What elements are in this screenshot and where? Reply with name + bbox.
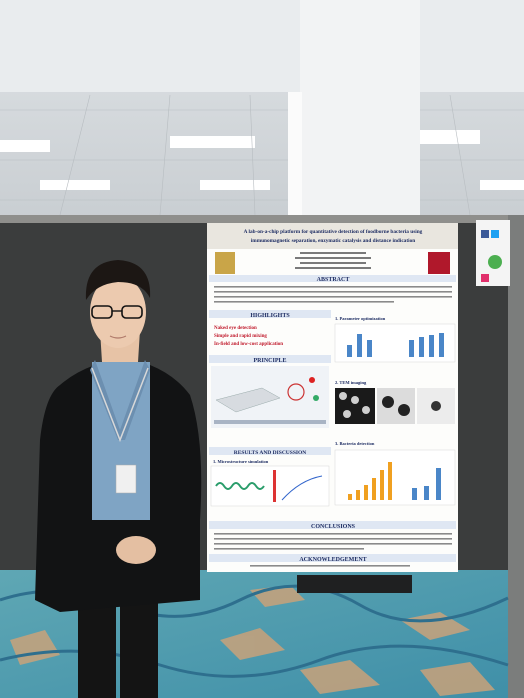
section-heading: ABSTRACT — [317, 277, 350, 283]
poster-title: A lab-on-a-chip platform for quantitativ… — [244, 229, 423, 235]
author-lines — [295, 252, 371, 269]
section-heading: PRINCIPLE — [253, 358, 286, 364]
flyer-icons — [481, 230, 502, 282]
section-bar — [209, 447, 331, 455]
section-bar — [209, 521, 456, 529]
ceiling-beam — [0, 0, 524, 92]
subsection-heading: 2. TEM imaging — [335, 380, 367, 385]
logo-right — [428, 252, 450, 274]
section-heading: HIGHLIGHTS — [250, 313, 290, 319]
table-base — [297, 575, 412, 593]
poster-title: immunomagnetic separation, enzymatic cat… — [251, 238, 415, 244]
highlight-item: Naked eye detection — [214, 326, 257, 331]
principle-figure — [211, 366, 329, 428]
subsection-heading: 3. Bacteria detection — [335, 441, 375, 446]
section-bar — [209, 275, 456, 282]
board-post — [508, 215, 524, 698]
ceiling-grid — [0, 94, 524, 216]
section-bar — [209, 310, 331, 318]
detection-figure — [334, 449, 456, 506]
subsection-heading: 1. Microstructure simulation — [213, 459, 269, 464]
highlight-item: In-field and low-cost application — [214, 342, 283, 347]
section-heading: RESULTS AND DISCUSSION — [234, 450, 307, 456]
tem-figure — [335, 388, 455, 424]
carpet-pattern — [10, 585, 495, 696]
section-bar — [209, 355, 331, 363]
optimization-figure — [334, 323, 456, 363]
pillar — [300, 0, 420, 220]
poster-header — [207, 223, 458, 249]
person — [35, 260, 202, 698]
section-bar — [209, 554, 456, 562]
logo-left — [215, 252, 235, 274]
section-heading: ACKNOWLEDGEMENT — [299, 557, 366, 563]
ceiling-lights — [0, 130, 524, 190]
pillar-edge — [288, 92, 302, 220]
board-frame — [0, 215, 524, 223]
abstract-text — [214, 286, 452, 303]
section-heading: CONCLUSIONS — [311, 524, 356, 530]
highlight-item: Simple and rapid mixing — [214, 334, 267, 339]
conclusion-text — [214, 533, 452, 550]
simulation-figure — [210, 465, 330, 507]
acknowledgement-text — [250, 565, 410, 567]
subsection-heading: 1. Parameter optimization — [335, 316, 386, 321]
